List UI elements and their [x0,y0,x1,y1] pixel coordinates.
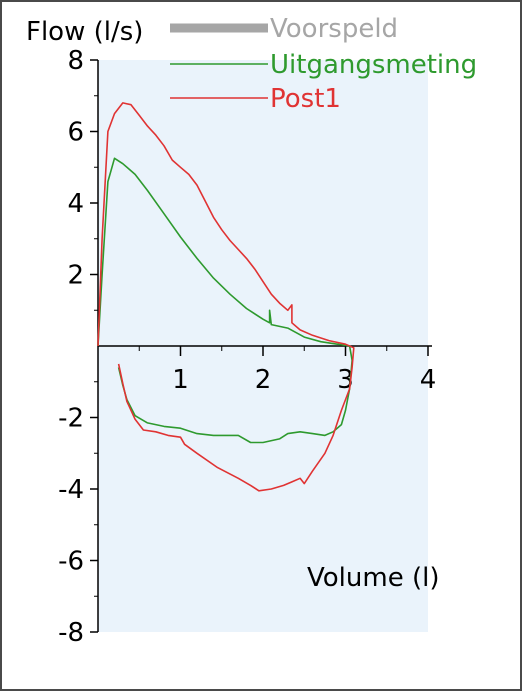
y-tick-label: 2 [67,261,84,291]
y-tick-label: -6 [58,547,84,577]
x-tick-label: 2 [255,365,272,395]
y-tick-label: 8 [67,46,84,76]
y-tick-label: -4 [58,475,84,505]
legend-label-post1: Post1 [270,84,341,114]
x-tick-label: 1 [172,365,189,395]
legend-label-voorspeld: Voorspeld [270,14,398,44]
y-ticks-group: 8 6 4 2 -2 -4 -6 -8 [58,46,98,648]
y-axis-label: Flow (l/s) [26,17,143,47]
x-axis-label: Volume (l) [307,563,439,593]
series-layer [97,102,355,492]
legend: Voorspeld Uitgangsmeting Post1 [170,14,477,114]
y-tick-label: -2 [58,404,84,434]
y-tick-label: 4 [67,189,84,219]
legend-label-uitgangsmeting: Uitgangsmeting [270,50,477,80]
x-tick-label: 4 [420,365,437,395]
y-tick-label: -8 [58,618,84,648]
series-line-uitgangsmeting [97,157,353,444]
y-tick-label: 6 [67,118,84,148]
series-line-post1 [97,102,355,492]
